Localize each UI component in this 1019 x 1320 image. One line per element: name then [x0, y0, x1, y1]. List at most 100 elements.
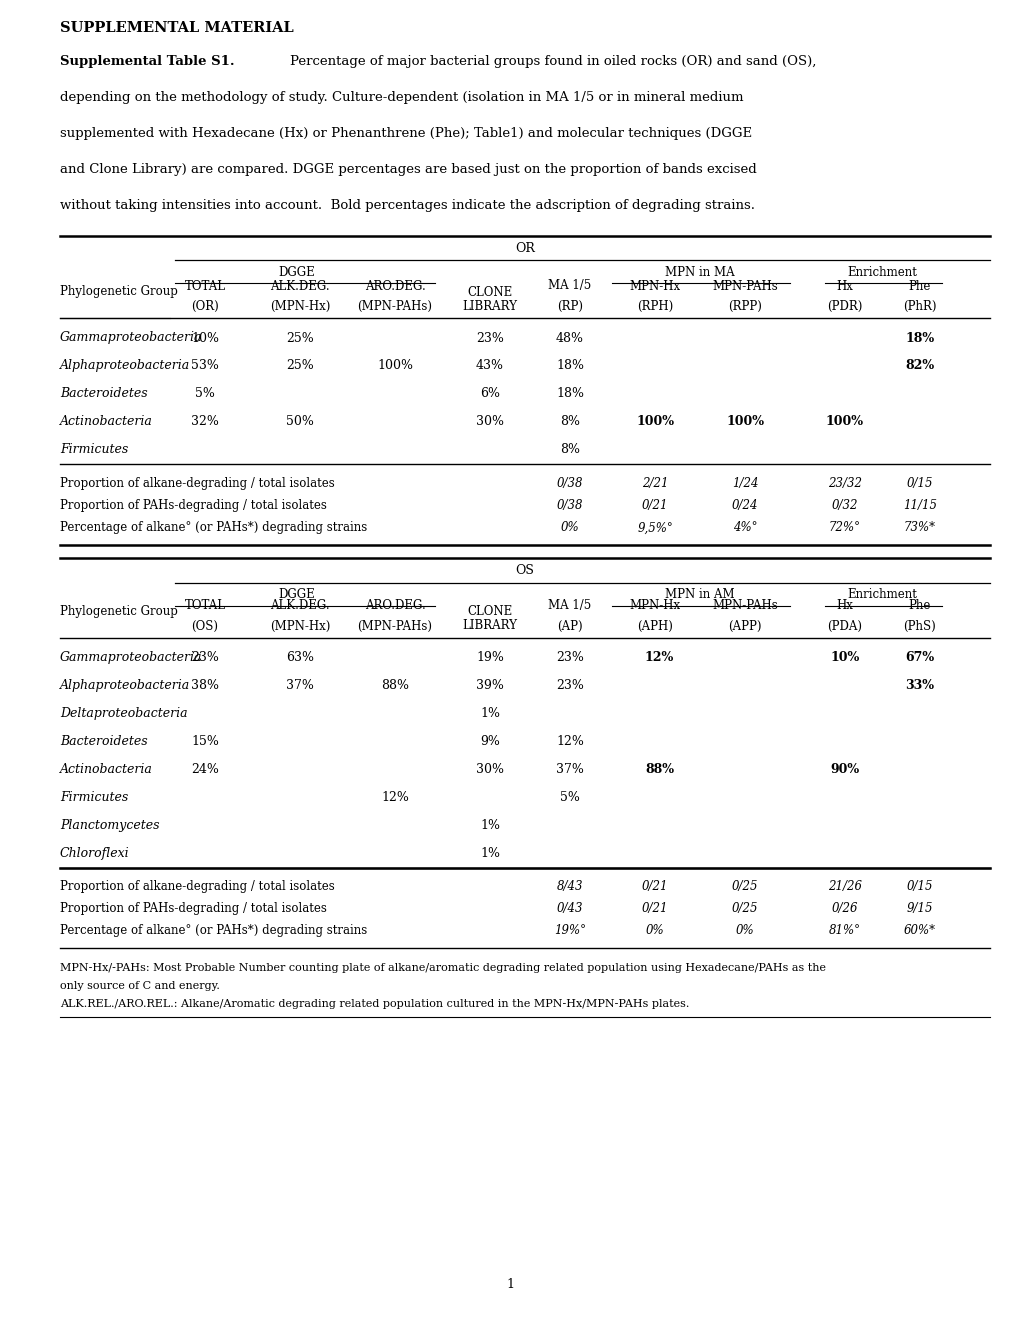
Text: 8%: 8%: [559, 416, 580, 429]
Text: 0/21: 0/21: [641, 903, 667, 916]
Text: 30%: 30%: [476, 416, 503, 429]
Text: MPN-Hx: MPN-Hx: [629, 280, 680, 293]
Text: 25%: 25%: [286, 331, 314, 345]
Text: 18%: 18%: [905, 331, 933, 345]
Text: 9%: 9%: [480, 735, 499, 748]
Text: 53%: 53%: [191, 359, 219, 372]
Text: 0/26: 0/26: [830, 903, 857, 916]
Text: MA 1/5: MA 1/5: [548, 280, 591, 293]
Text: 0%: 0%: [560, 521, 579, 535]
Text: 72%°: 72%°: [828, 521, 860, 535]
Text: 0/38: 0/38: [556, 499, 583, 512]
Text: 50%: 50%: [285, 416, 314, 429]
Text: 37%: 37%: [285, 680, 314, 693]
Text: 32%: 32%: [191, 416, 219, 429]
Text: (OS): (OS): [192, 619, 218, 632]
Text: (PhS): (PhS): [903, 619, 935, 632]
Text: Alphaproteobacteria: Alphaproteobacteria: [60, 359, 191, 372]
Text: MPN in AM: MPN in AM: [664, 589, 734, 602]
Text: CLONE: CLONE: [467, 285, 513, 298]
Text: (MPN-PAHs): (MPN-PAHs): [357, 300, 432, 313]
Text: Enrichment: Enrichment: [846, 589, 916, 602]
Text: 9,5%°: 9,5%°: [637, 521, 673, 535]
Text: DGGE: DGGE: [278, 589, 315, 602]
Text: 100%: 100%: [825, 416, 863, 429]
Text: depending on the methodology of study. Culture-dependent (isolation in MA 1/5 or: depending on the methodology of study. C…: [60, 91, 743, 104]
Text: (PDR): (PDR): [826, 300, 862, 313]
Text: 63%: 63%: [285, 652, 314, 664]
Text: (APH): (APH): [637, 619, 673, 632]
Text: 88%: 88%: [381, 680, 409, 693]
Text: 43%: 43%: [476, 359, 503, 372]
Text: ALK.DEG.: ALK.DEG.: [270, 280, 329, 293]
Text: LIBRARY: LIBRARY: [462, 619, 517, 632]
Text: 100%: 100%: [377, 359, 413, 372]
Text: Enrichment: Enrichment: [846, 265, 916, 279]
Text: 0/24: 0/24: [731, 499, 757, 512]
Text: TOTAL: TOTAL: [184, 599, 225, 612]
Text: 48%: 48%: [555, 331, 584, 345]
Text: 0/21: 0/21: [641, 880, 667, 894]
Text: 0/32: 0/32: [830, 499, 857, 512]
Text: 12%: 12%: [381, 792, 409, 804]
Text: LIBRARY: LIBRARY: [462, 300, 517, 313]
Text: Phylogenetic Group: Phylogenetic Group: [60, 285, 177, 298]
Text: 82%: 82%: [905, 359, 933, 372]
Text: 23%: 23%: [191, 652, 219, 664]
Text: MA 1/5: MA 1/5: [548, 599, 591, 612]
Text: Proportion of alkane-degrading / total isolates: Proportion of alkane-degrading / total i…: [60, 478, 334, 491]
Text: 25%: 25%: [286, 359, 314, 372]
Text: Hx: Hx: [836, 599, 853, 612]
Text: 90%: 90%: [829, 763, 859, 776]
Text: Hx: Hx: [836, 280, 853, 293]
Text: ALK.DEG.: ALK.DEG.: [270, 599, 329, 612]
Text: 18%: 18%: [555, 359, 584, 372]
Text: and Clone Library) are compared. DGGE percentages are based just on the proporti: and Clone Library) are compared. DGGE pe…: [60, 164, 756, 177]
Text: 19%: 19%: [476, 652, 503, 664]
Text: supplemented with Hexadecane (Hx) or Phenanthrene (Phe); Table1) and molecular t: supplemented with Hexadecane (Hx) or Phe…: [60, 128, 751, 140]
Text: 10%: 10%: [829, 652, 859, 664]
Text: Firmicutes: Firmicutes: [60, 792, 128, 804]
Text: Actinobacteria: Actinobacteria: [60, 763, 153, 776]
Text: 0/25: 0/25: [731, 903, 757, 916]
Text: (MPN-Hx): (MPN-Hx): [270, 619, 330, 632]
Text: 11/15: 11/15: [902, 499, 936, 512]
Text: 100%: 100%: [636, 416, 674, 429]
Text: Percentage of major bacterial groups found in oiled rocks (OR) and sand (OS),: Percentage of major bacterial groups fou…: [289, 55, 815, 69]
Text: (AP): (AP): [556, 619, 582, 632]
Text: (RP): (RP): [556, 300, 583, 313]
Text: 38%: 38%: [191, 680, 219, 693]
Text: 0/38: 0/38: [556, 478, 583, 491]
Text: Chloroflexi: Chloroflexi: [60, 847, 129, 861]
Text: 0%: 0%: [645, 924, 663, 937]
Text: 23%: 23%: [476, 331, 503, 345]
Text: (OR): (OR): [191, 300, 219, 313]
Text: 0/15: 0/15: [906, 478, 932, 491]
Text: 1/24: 1/24: [731, 478, 757, 491]
Text: CLONE: CLONE: [467, 606, 513, 619]
Text: 15%: 15%: [191, 735, 219, 748]
Text: MPN-PAHs: MPN-PAHs: [711, 599, 777, 612]
Text: 23/32: 23/32: [827, 478, 861, 491]
Text: ALK.REL./ARO.REL.: Alkane/Aromatic degrading related population cultured in the : ALK.REL./ARO.REL.: Alkane/Aromatic degra…: [60, 999, 689, 1008]
Text: without taking intensities into account.  Bold percentages indicate the adscript: without taking intensities into account.…: [60, 199, 754, 213]
Text: Supplemental Table S1.: Supplemental Table S1.: [60, 55, 234, 69]
Text: Deltaproteobacteria: Deltaproteobacteria: [60, 708, 187, 721]
Text: (RPP): (RPP): [728, 300, 761, 313]
Text: 100%: 100%: [726, 416, 763, 429]
Text: 23%: 23%: [555, 680, 583, 693]
Text: OR: OR: [515, 242, 534, 255]
Text: (APP): (APP): [728, 619, 761, 632]
Text: Actinobacteria: Actinobacteria: [60, 416, 153, 429]
Text: 0/43: 0/43: [556, 903, 583, 916]
Text: 2/21: 2/21: [641, 478, 667, 491]
Text: 12%: 12%: [644, 652, 674, 664]
Text: 6%: 6%: [480, 388, 499, 400]
Text: 18%: 18%: [555, 388, 584, 400]
Text: Percentage of alkane° (or PAHs*) degrading strains: Percentage of alkane° (or PAHs*) degradi…: [60, 521, 367, 535]
Text: 30%: 30%: [476, 763, 503, 776]
Text: Proportion of PAHs-degrading / total isolates: Proportion of PAHs-degrading / total iso…: [60, 499, 326, 512]
Text: 1%: 1%: [480, 820, 499, 833]
Text: MPN-PAHs: MPN-PAHs: [711, 280, 777, 293]
Text: 0%: 0%: [735, 924, 754, 937]
